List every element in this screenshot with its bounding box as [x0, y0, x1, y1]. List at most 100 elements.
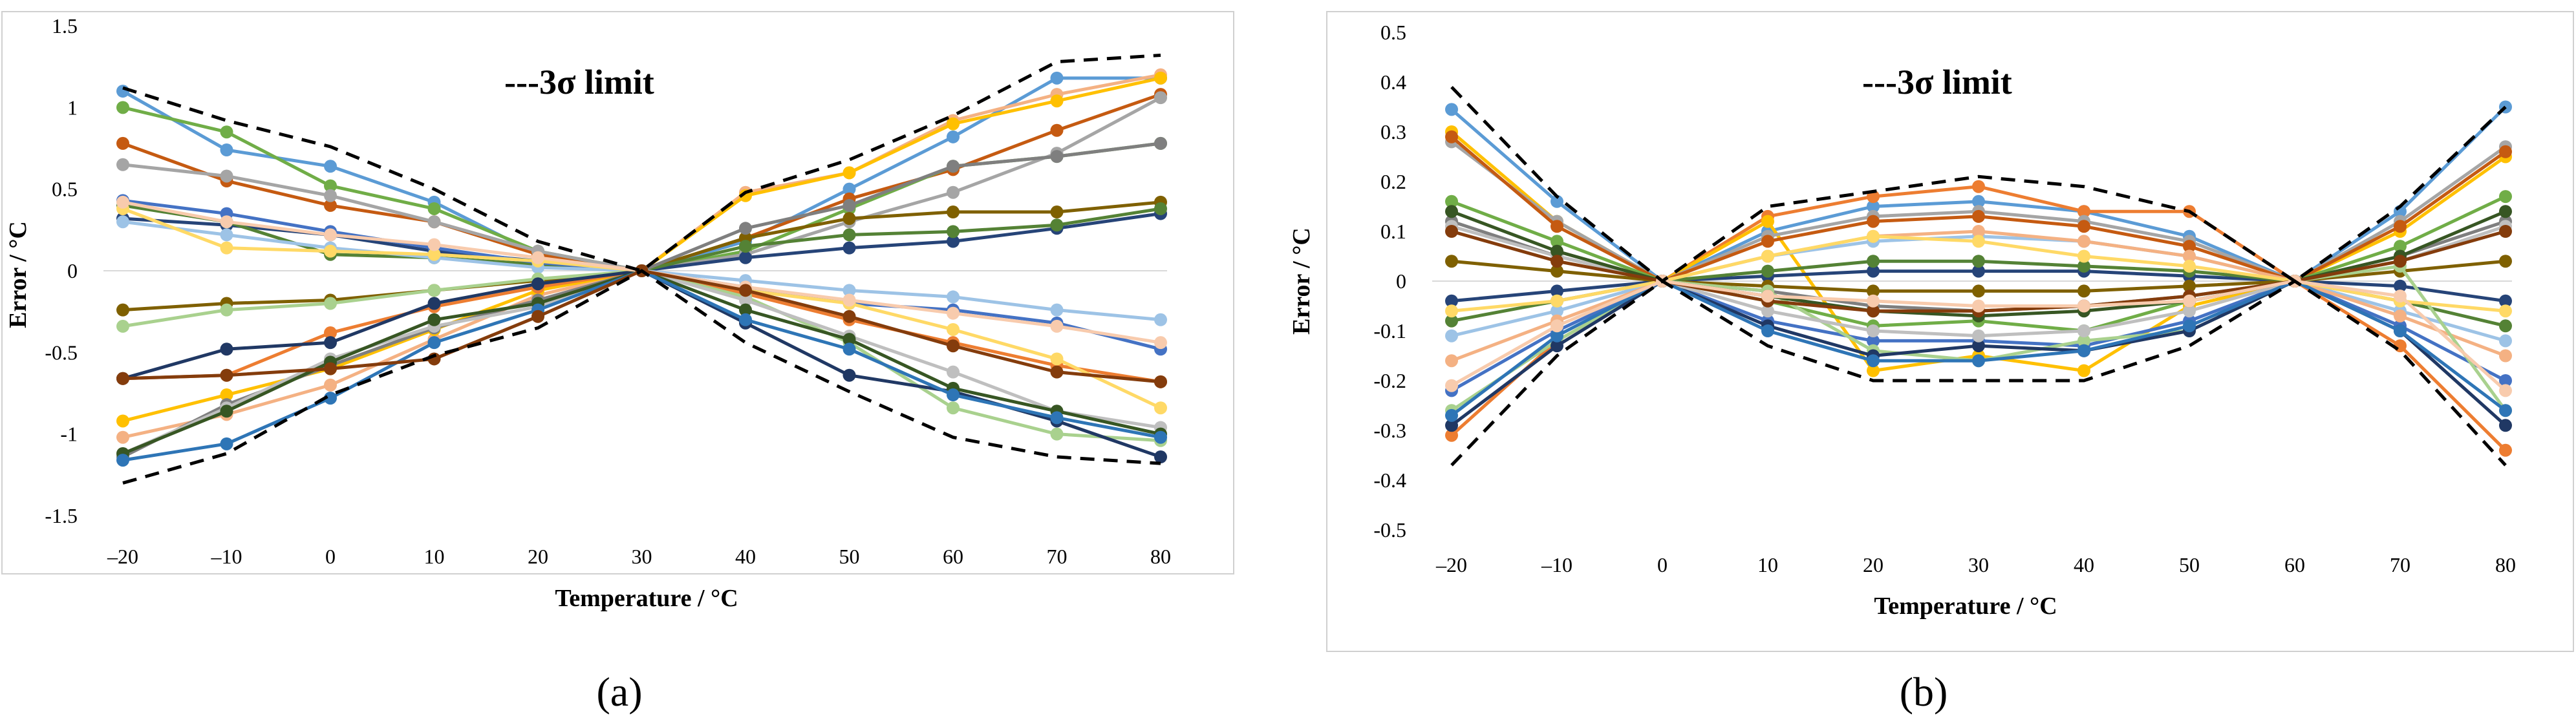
data-point: [1050, 71, 1064, 85]
chart-a-limit-annotation: ---3σ limit: [504, 63, 654, 101]
chart-b-frame: [1326, 11, 2574, 652]
data-point: [947, 185, 960, 199]
data-point: [116, 319, 129, 333]
data-point: [1551, 195, 1563, 208]
data-point: [947, 290, 960, 304]
data-point: [1972, 264, 1985, 278]
chart-b-x-axis-title: Temperature / °C: [1874, 593, 2057, 620]
data-point: [1972, 339, 1985, 353]
x-tick-label: 10: [424, 545, 445, 568]
upper-limit-line: [1450, 85, 2507, 284]
data-point: [2499, 145, 2512, 158]
data-point: [324, 392, 337, 405]
data-point: [1867, 324, 1880, 337]
data-point: [220, 303, 233, 317]
y-tick-label: -0.2: [1373, 369, 1406, 392]
data-point: [324, 189, 337, 202]
chart-a-x-axis-title: Temperature / °C: [555, 585, 738, 612]
data-point: [2183, 319, 2196, 333]
data-point: [2183, 249, 2196, 263]
chart-b-x-tick-labels: –20 –10 0 10 20 30 40 50 60 70 80: [1435, 553, 2516, 576]
data-point: [116, 430, 129, 444]
upper-limit-line: [122, 53, 1161, 273]
data-point: [1050, 205, 1064, 219]
data-point: [1972, 354, 1985, 368]
data-point: [2183, 259, 2196, 273]
chart-b-series-group: [1445, 100, 2512, 457]
data-point: [2499, 190, 2512, 204]
data-point: [1551, 235, 1563, 248]
data-point: [947, 306, 960, 320]
data-point: [1154, 375, 1167, 388]
data-point: [739, 293, 752, 307]
data-point: [220, 342, 233, 356]
data-point: [1761, 249, 1774, 263]
data-point: [2394, 240, 2407, 253]
data-point: [2183, 294, 2196, 308]
data-point: [1154, 336, 1167, 350]
data-point: [1445, 205, 1458, 218]
data-point: [843, 241, 856, 255]
data-point: [1867, 364, 1880, 377]
data-point: [220, 125, 233, 139]
data-point: [1154, 202, 1167, 215]
y-tick-label: -0.3: [1373, 419, 1406, 442]
y-tick-label: 0.4: [1380, 70, 1406, 94]
data-point: [220, 405, 233, 418]
data-point: [324, 336, 337, 350]
y-tick-label: -0.5: [1373, 518, 1406, 542]
data-point: [1551, 329, 1563, 342]
data-point: [1867, 229, 1880, 243]
data-point: [2077, 334, 2090, 348]
data-point: [843, 166, 856, 180]
data-point: [1050, 218, 1064, 232]
data-point: [220, 143, 233, 157]
chart-a-x-tick-labels: –20 –10 0 10 20 30 40 50 60 70 80: [107, 545, 1171, 568]
data-point: [1972, 329, 1985, 342]
data-point: [1761, 264, 1774, 278]
data-point: [116, 195, 129, 209]
y-tick-label: -0.5: [45, 341, 78, 364]
x-tick-label: –20: [1435, 553, 1467, 576]
chart-a-frame: [1, 11, 1234, 574]
data-point: [324, 378, 337, 392]
data-point: [1050, 150, 1064, 163]
data-point: [843, 333, 856, 346]
data-point: [1445, 304, 1458, 318]
chart-a: -1.5 -1 -0.5 0 0.5 1 1.5 –20 –10 0 10 20 30 40 50 60 70…: [1, 11, 1234, 715]
series-7: [1445, 264, 2512, 308]
data-point: [220, 388, 233, 402]
lower-limit-line: [122, 269, 1161, 485]
data-point: [843, 212, 856, 226]
data-point: [427, 248, 441, 261]
data-point: [2077, 324, 2090, 337]
data-point: [1867, 284, 1880, 298]
data-point: [1445, 428, 1458, 442]
y-tick-label: 0: [1396, 269, 1406, 293]
data-point: [531, 310, 544, 323]
data-point: [1050, 411, 1064, 425]
data-point: [2499, 419, 2512, 432]
data-point: [531, 277, 544, 291]
data-point: [2499, 319, 2512, 333]
data-point: [2183, 304, 2196, 318]
data-point: [1972, 225, 1985, 238]
data-point: [843, 182, 856, 196]
data-point: [324, 198, 337, 212]
data-point: [1761, 215, 1774, 228]
data-point: [531, 251, 544, 264]
x-tick-label: 30: [1968, 553, 1989, 576]
data-point: [739, 251, 752, 264]
data-point: [427, 297, 441, 310]
y-tick-label: 0.1: [1380, 220, 1406, 243]
data-point: [843, 310, 856, 323]
data-point: [2499, 255, 2512, 268]
y-tick-label: -1: [60, 423, 78, 446]
data-point: [1154, 313, 1167, 326]
data-point: [1050, 303, 1064, 317]
data-point: [1445, 408, 1458, 422]
y-tick-label: 0: [67, 259, 78, 282]
data-point: [2499, 349, 2512, 363]
chart-b-limit-lines: [1450, 85, 2507, 467]
